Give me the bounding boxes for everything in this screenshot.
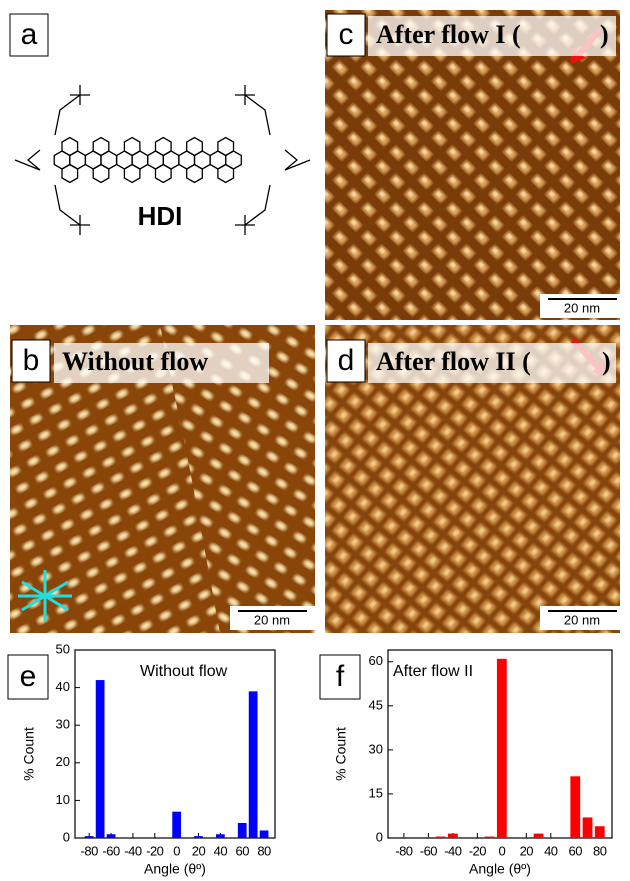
x-tick-label: -80 — [81, 843, 99, 858]
ring — [156, 138, 172, 156]
panel-title: After flow II ( — [376, 347, 531, 376]
bar — [85, 836, 94, 838]
bar — [172, 812, 181, 838]
bar — [570, 776, 580, 838]
ring — [124, 138, 139, 156]
bar — [485, 837, 495, 838]
bar — [238, 823, 247, 838]
ring — [218, 138, 234, 156]
panel-title: Without flow — [62, 347, 208, 376]
x-tick-label: 80 — [257, 843, 271, 858]
panel-title: After flow I ( — [376, 20, 521, 49]
panel-title: ) — [602, 347, 611, 376]
ring — [218, 165, 234, 183]
x-tick-label: 60 — [235, 843, 249, 858]
y-tick-label: 30 — [56, 717, 70, 732]
y-tick-label: 20 — [56, 754, 70, 769]
bar — [583, 817, 593, 838]
panel-label: e — [20, 660, 37, 693]
panel-label: f — [336, 660, 345, 693]
panel-label: b — [23, 344, 40, 377]
y-tick-label: 30 — [369, 741, 383, 756]
scale-bar-label: 20 nm — [564, 612, 600, 627]
panel-label: d — [338, 344, 355, 377]
x-tick-label: -60 — [102, 843, 120, 858]
x-tick-label: 80 — [593, 843, 607, 858]
figure: a HDI c After flow I () b Without flow d After … — [0, 0, 630, 881]
panel-label: c — [339, 18, 354, 51]
y-axis-label: % Count — [21, 727, 37, 781]
x-tick-label: 60 — [569, 843, 583, 858]
x-tick-label: 20 — [520, 843, 534, 858]
annotation: After flow II — [393, 663, 473, 680]
side-chain — [245, 95, 270, 135]
ring — [93, 138, 109, 156]
x-tick-label: 0 — [498, 843, 505, 858]
scale-bar-label: 20 nm — [564, 300, 600, 315]
x-axis-label: Angle (θº) — [469, 861, 531, 877]
x-tick-label: -80 — [395, 843, 413, 858]
imide — [285, 150, 310, 170]
y-tick-label: 40 — [56, 679, 70, 694]
bar — [216, 834, 225, 838]
panel-title: ) — [600, 20, 609, 49]
x-tick-label: -20 — [146, 843, 164, 858]
bar — [423, 837, 433, 838]
bar — [260, 830, 269, 838]
x-axis-label: Angle (θº) — [144, 861, 206, 877]
y-tick-label: 45 — [369, 697, 383, 712]
bar — [534, 834, 544, 838]
bar — [448, 834, 458, 838]
x-tick-label: 20 — [192, 843, 206, 858]
bar — [436, 837, 446, 838]
ring — [62, 138, 78, 156]
y-axis-label: % Count — [333, 727, 349, 781]
x-tick-label: -20 — [469, 843, 487, 858]
x-tick-label: 0 — [173, 843, 180, 858]
annotation: Without flow — [140, 663, 228, 680]
ring — [62, 165, 78, 183]
panel-label: a — [21, 18, 38, 51]
bar — [497, 659, 507, 838]
ring — [93, 165, 109, 183]
x-tick-label: 40 — [214, 843, 228, 858]
ring — [156, 165, 172, 183]
x-tick-label: -40 — [444, 843, 462, 858]
y-tick-label: 0 — [63, 829, 70, 844]
bar — [194, 836, 203, 838]
y-tick-label: 0 — [376, 829, 383, 844]
y-tick-label: 60 — [369, 653, 383, 668]
side-chain — [55, 95, 80, 135]
x-tick-label: -40 — [124, 843, 142, 858]
side-chain — [55, 185, 80, 225]
bar — [399, 837, 409, 838]
ring — [187, 138, 203, 156]
x-tick-label: -60 — [420, 843, 438, 858]
ring — [124, 165, 139, 183]
side-chain — [245, 185, 270, 225]
bar — [107, 834, 116, 838]
bar — [595, 826, 605, 838]
molecule-name: HDI — [138, 201, 183, 231]
bar — [249, 691, 258, 838]
x-tick-label: 40 — [544, 843, 558, 858]
imide — [15, 150, 40, 170]
ring — [187, 165, 203, 183]
y-tick-label: 50 — [56, 641, 70, 656]
y-tick-label: 15 — [369, 785, 383, 800]
scale-bar-label: 20 nm — [254, 612, 290, 627]
y-tick-label: 10 — [56, 792, 70, 807]
bar — [96, 680, 105, 838]
